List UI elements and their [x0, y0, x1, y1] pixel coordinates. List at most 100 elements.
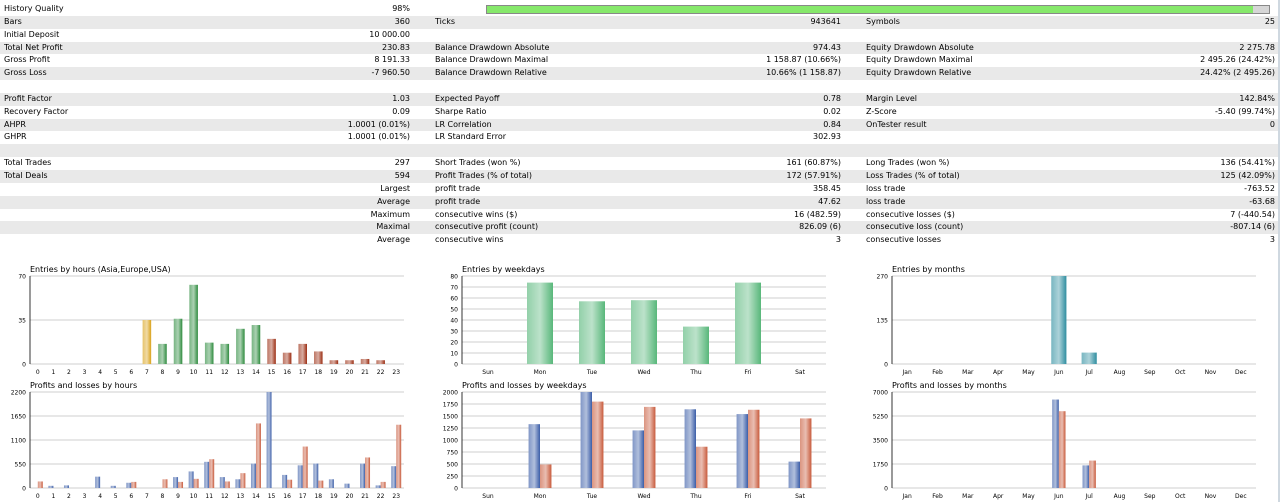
- x-tick-label: Aug: [1114, 369, 1126, 376]
- x-tick-label: Mar: [962, 369, 974, 376]
- stat-value: 0: [1269, 119, 1275, 129]
- bar: [683, 326, 709, 364]
- x-tick-label: 20: [346, 369, 354, 376]
- x-tick-label: Jun: [1053, 369, 1064, 376]
- loss-bar: [255, 423, 261, 488]
- chart-title: Entries by weekdays: [462, 265, 545, 274]
- bar: [282, 352, 292, 364]
- y-tick-label: 30: [450, 329, 458, 336]
- bar: [189, 284, 198, 364]
- profit-bar: [188, 471, 194, 488]
- stat-value: 0.78: [823, 93, 841, 103]
- x-tick-label: 5: [114, 369, 118, 376]
- x-tick-label: Sep: [1144, 369, 1156, 376]
- stat-value: 3: [835, 235, 841, 245]
- stat-row: Maximum consecutive wins ($) 16 (482.59) co…: [0, 209, 1278, 222]
- stat-label: Recovery Factor: [4, 106, 69, 116]
- stat-row: Total Deals 594 Profit Trades (% of total)…: [0, 169, 1278, 183]
- y-tick-label: 80: [450, 274, 458, 281]
- profit-bar: [95, 476, 101, 488]
- chart-title: Profits and losses by weekdays: [462, 381, 587, 390]
- loss-bar: [592, 401, 604, 488]
- stat-value: -7 960.50: [371, 68, 410, 78]
- x-tick-label: Fri: [744, 493, 751, 500]
- bar: [329, 360, 339, 364]
- stat-value: 0.84: [823, 119, 841, 129]
- x-tick-label: 11: [205, 369, 213, 376]
- bar: [220, 343, 230, 364]
- stat-value: 172 (57.91%): [786, 170, 841, 180]
- stat-value: 8 191.33: [374, 55, 410, 65]
- y-tick-label: 2200: [11, 390, 26, 397]
- stat-row: [0, 80, 1278, 93]
- stat-label: Profit Trades (% of total): [435, 170, 532, 180]
- bar: [236, 328, 245, 364]
- y-tick-label: 0: [22, 486, 26, 493]
- stat-label: Maximum: [370, 209, 410, 219]
- stat-label: Long Trades (won %): [866, 158, 950, 168]
- stat-row: Total Trades 297 Short Trades (won %) 161 (…: [0, 157, 1278, 170]
- profit-bar: [250, 463, 256, 488]
- y-tick-label: 0: [884, 362, 888, 369]
- chart-title: Profits and losses by hours: [30, 381, 137, 390]
- bar: [267, 338, 276, 364]
- x-tick-label: Sat: [795, 493, 805, 500]
- stat-value: 0.02: [823, 106, 841, 116]
- y-tick-label: 500: [447, 462, 459, 469]
- bar: [298, 343, 307, 364]
- x-tick-label: 4: [98, 369, 102, 376]
- history-quality-fill: [487, 6, 1254, 13]
- loss-bar: [178, 481, 184, 488]
- y-tick-label: 70: [18, 274, 26, 281]
- stat-label: GHPR: [4, 132, 27, 142]
- stat-row: Gross Profit 8 191.33 Balance Drawdown Max…: [0, 54, 1278, 67]
- x-tick-label: Dec: [1235, 493, 1247, 500]
- y-tick-label: 270: [877, 274, 889, 281]
- stat-value: 230.83: [382, 42, 410, 52]
- x-tick-label: Mon: [534, 369, 547, 376]
- x-tick-label: Jan: [902, 493, 912, 500]
- y-tick-label: 3500: [873, 438, 888, 445]
- x-tick-label: Mar: [962, 493, 974, 500]
- y-tick-label: 1750: [443, 402, 458, 409]
- x-tick-label: 8: [161, 493, 165, 500]
- x-tick-label: 1: [51, 369, 55, 376]
- stat-row: Profit Factor 1.03 Expected Payoff 0.78 Marg…: [0, 92, 1278, 106]
- profit-bar: [528, 424, 540, 488]
- stat-value: 7 (-440.54): [1230, 209, 1275, 219]
- x-tick-label: 13: [237, 369, 245, 376]
- profit-bar: [173, 477, 179, 488]
- bar: [314, 351, 323, 364]
- x-tick-label: Dec: [1235, 369, 1247, 376]
- x-tick-label: 12: [221, 493, 229, 500]
- x-tick-label: 10: [190, 493, 198, 500]
- chart-month-pl: Profits and losses by months 0 1750 3500 525…: [866, 378, 1266, 502]
- stat-label: Gross Loss: [4, 68, 47, 78]
- stat-label: Balance Drawdown Maximal: [435, 55, 549, 65]
- y-tick-label: 35: [18, 318, 26, 325]
- stat-row: Total Net Profit 230.83 Balance Drawdown A…: [0, 41, 1278, 55]
- loss-bar: [365, 457, 371, 488]
- bar: [579, 301, 605, 364]
- profit-bar: [1082, 465, 1090, 488]
- x-tick-label: Jul: [1085, 493, 1094, 500]
- y-tick-label: 5250: [873, 414, 888, 421]
- loss-bar: [748, 409, 760, 488]
- x-tick-label: 6: [129, 369, 133, 376]
- stat-label: Profit Factor: [4, 93, 52, 103]
- stat-value: 2 275.78: [1239, 42, 1275, 52]
- y-tick-label: 0: [884, 486, 888, 493]
- stat-label: profit trade: [435, 183, 481, 193]
- x-tick-label: 0: [36, 493, 40, 500]
- x-tick-label: Sep: [1144, 493, 1156, 500]
- x-tick-label: 13: [237, 493, 245, 500]
- x-tick-label: Sun: [482, 369, 494, 376]
- x-tick-label: Jan: [902, 369, 912, 376]
- stat-value: 16 (482.59): [794, 209, 841, 219]
- profit-bar: [684, 409, 696, 488]
- profit-bar: [266, 392, 272, 488]
- y-tick-label: 250: [447, 474, 459, 481]
- y-tick-label: 750: [447, 450, 459, 457]
- x-tick-label: Oct: [1175, 493, 1186, 500]
- stat-value: -763.52: [1244, 183, 1275, 193]
